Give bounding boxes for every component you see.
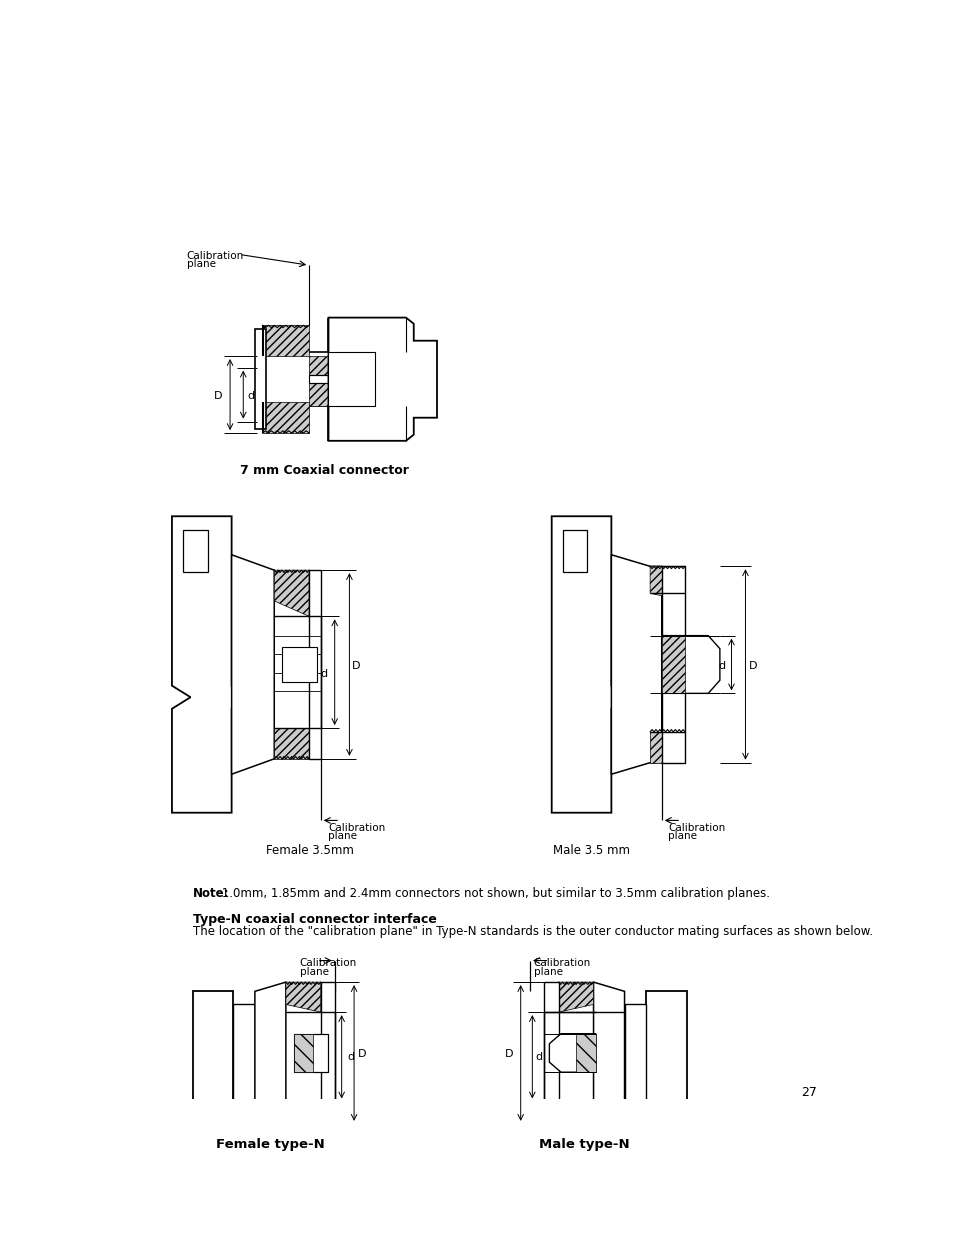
Text: 27: 27 (801, 1086, 817, 1099)
Polygon shape (593, 982, 624, 1124)
Text: Female 3.5mm: Female 3.5mm (266, 844, 354, 857)
Polygon shape (286, 982, 320, 1013)
Polygon shape (558, 1102, 593, 1124)
Bar (328, 352, 375, 406)
Text: d: d (348, 1052, 355, 1062)
Polygon shape (274, 727, 309, 758)
Text: d: d (535, 1052, 542, 1062)
Polygon shape (262, 325, 309, 356)
Bar (661, 567, 684, 763)
Text: 1.0mm, 1.85mm and 2.4mm connectors not shown, but similar to 3.5mm calibration p: 1.0mm, 1.85mm and 2.4mm connectors not s… (218, 888, 770, 900)
Polygon shape (549, 1034, 596, 1072)
Bar (624, 1004, 645, 1102)
Text: D: D (357, 1050, 366, 1060)
Bar (543, 982, 558, 1124)
Bar (294, 1034, 328, 1072)
Polygon shape (328, 317, 436, 441)
Polygon shape (661, 636, 720, 693)
Bar (183, 530, 208, 573)
Polygon shape (649, 567, 684, 601)
Polygon shape (274, 571, 309, 616)
Polygon shape (286, 1102, 320, 1124)
Text: d: d (320, 669, 328, 679)
Text: Calibration: Calibration (328, 823, 385, 832)
Polygon shape (172, 516, 249, 813)
Text: The location of the "calibration plane" in Type-N standards is the outer conduct: The location of the "calibration plane" … (193, 925, 872, 939)
Text: plane: plane (328, 831, 357, 841)
Text: D: D (352, 662, 360, 672)
Text: Male 3.5 mm: Male 3.5 mm (553, 844, 630, 857)
Text: Male type-N: Male type-N (538, 1137, 629, 1151)
Bar (282, 647, 316, 682)
Polygon shape (232, 555, 274, 774)
Text: Female type-N: Female type-N (215, 1137, 324, 1151)
Polygon shape (576, 1034, 596, 1072)
Text: Calibration: Calibration (534, 958, 591, 968)
Text: D: D (213, 391, 222, 401)
Bar (309, 571, 320, 758)
Polygon shape (661, 636, 684, 693)
Polygon shape (611, 555, 661, 774)
Bar (309, 375, 328, 383)
Polygon shape (262, 403, 309, 433)
Polygon shape (649, 732, 684, 763)
Text: Type-N coaxial connector interface: Type-N coaxial connector interface (193, 913, 436, 926)
Polygon shape (254, 982, 286, 1124)
Text: Calibration: Calibration (667, 823, 724, 832)
Bar (193, 992, 233, 1114)
Bar (320, 982, 335, 1124)
Text: plane: plane (667, 831, 697, 841)
Text: D: D (748, 662, 757, 672)
Polygon shape (309, 356, 328, 406)
Text: plane: plane (299, 967, 329, 977)
Text: Note:: Note: (193, 888, 229, 900)
Polygon shape (551, 516, 629, 813)
Bar (562, 530, 587, 573)
Text: plane: plane (187, 259, 215, 269)
Polygon shape (558, 982, 593, 1013)
Text: d: d (247, 391, 254, 401)
Text: Calibration: Calibration (187, 251, 244, 261)
Text: D: D (504, 1050, 513, 1060)
Bar (233, 1004, 254, 1102)
Text: Calibration: Calibration (299, 958, 356, 968)
Polygon shape (294, 1034, 313, 1072)
Bar (645, 992, 686, 1114)
Text: 7 mm Coaxial connector: 7 mm Coaxial connector (240, 464, 409, 477)
Text: plane: plane (534, 967, 562, 977)
Bar (254, 330, 266, 430)
Text: d: d (718, 662, 724, 672)
